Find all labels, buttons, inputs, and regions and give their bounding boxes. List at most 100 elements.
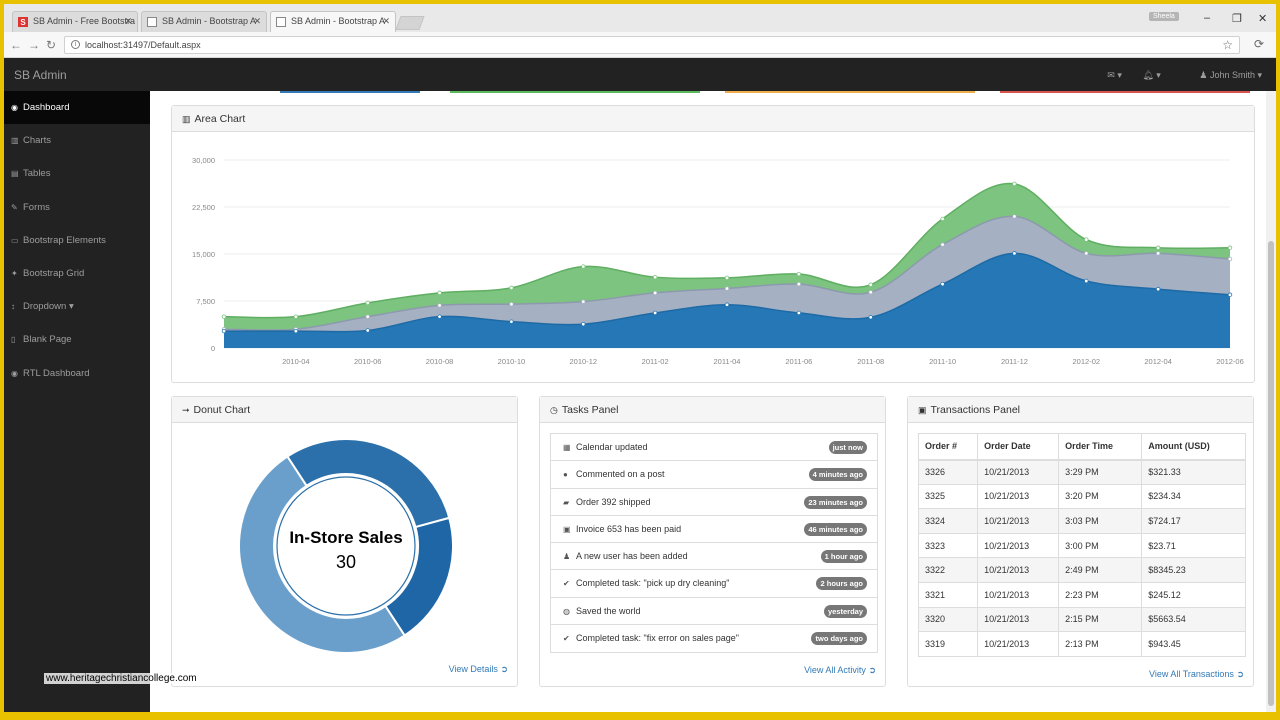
close-tab-icon[interactable]: ✕	[124, 16, 132, 26]
data-point[interactable]	[868, 290, 873, 295]
data-point[interactable]	[581, 299, 586, 304]
browser-tab[interactable]: SB Admin - Bootstrap A ✕	[141, 11, 267, 32]
bookmark-star-icon[interactable]: ☆	[1222, 38, 1233, 52]
data-point[interactable]	[365, 328, 370, 333]
table-row[interactable]: 3324 10/21/2013 3:03 PM $724.17	[917, 508, 1246, 534]
sidebar-item-tables[interactable]: ▤ Tables	[4, 157, 150, 190]
donut-slice-2[interactable]	[238, 455, 407, 654]
data-point[interactable]	[940, 242, 945, 247]
list-item[interactable]: ▰ Order 392 shipped 23 minutes ago	[551, 489, 877, 516]
column-header[interactable]: Amount (USD)	[1141, 433, 1246, 461]
data-point[interactable]	[581, 264, 586, 269]
table-row[interactable]: 3323 10/21/2013 3:00 PM $23.71	[917, 532, 1246, 559]
list-item[interactable]: ✔ Completed task: "fix error on sales pag…	[551, 625, 877, 652]
column-header[interactable]: Order #	[917, 433, 979, 461]
extension-icon[interactable]: ⟳	[1253, 37, 1264, 51]
sidebar-item-bootstrap-elements[interactable]: ▭ Bootstrap Elements	[4, 224, 150, 257]
data-point[interactable]	[1012, 251, 1017, 256]
new-tab-button[interactable]	[395, 16, 425, 30]
browser-tab[interactable]: S SB Admin - Free Bootstra ✕	[12, 11, 138, 32]
back-icon[interactable]: ←	[10, 38, 22, 52]
data-point[interactable]	[1227, 292, 1233, 297]
list-item[interactable]: ✔ Completed task: "pick up dry cleaning" 2…	[551, 570, 877, 598]
browser-tab-active[interactable]: SB Admin - Bootstrap A ✕	[270, 11, 396, 32]
sidebar-item-dashboard[interactable]: ◉ Dashboard	[4, 91, 150, 125]
data-point[interactable]	[1155, 286, 1161, 292]
data-point[interactable]	[365, 314, 370, 319]
data-point[interactable]	[437, 303, 442, 308]
data-point[interactable]	[796, 310, 802, 316]
list-item[interactable]: ▦ Calendar updated just now	[551, 434, 877, 462]
table-row[interactable]: 3325 10/21/2013 3:20 PM $234.34	[917, 483, 1246, 510]
data-point[interactable]	[724, 302, 730, 307]
messages-dropdown-icon[interactable]: ✉ ▾	[1107, 70, 1122, 80]
data-point[interactable]	[868, 315, 873, 320]
close-tab-icon[interactable]: ✕	[253, 16, 261, 26]
data-point[interactable]	[1084, 251, 1089, 256]
sidebar-item-bootstrap-grid[interactable]: ✦ Bootstrap Grid	[4, 257, 150, 290]
sidebar-item-charts[interactable]: ▥ Charts	[4, 124, 150, 157]
data-point[interactable]	[1155, 245, 1161, 250]
close-tab-icon[interactable]: ✕	[382, 16, 390, 26]
data-point[interactable]	[365, 300, 370, 306]
scrollbar-thumb[interactable]	[1268, 241, 1274, 706]
restore-icon[interactable]: ❐	[1232, 13, 1242, 25]
data-point[interactable]	[652, 274, 658, 280]
donut-slice-0[interactable]	[285, 438, 451, 529]
data-point[interactable]	[509, 319, 514, 324]
sidebar-item-rtl-dashboard[interactable]: ◉ RTL Dashboard	[4, 357, 150, 390]
data-point[interactable]	[293, 328, 299, 334]
browser-profile-chip[interactable]: Sheela	[1149, 12, 1179, 21]
sidebar-item-blank-page[interactable]: ▯ Blank Page	[4, 323, 150, 356]
close-window-icon[interactable]: ✕	[1258, 13, 1268, 25]
table-row[interactable]: 3320 10/21/2013 2:15 PM $5663.54	[917, 606, 1246, 633]
sidebar-item-forms[interactable]: ✎ Forms	[4, 191, 150, 224]
data-point[interactable]	[1084, 237, 1089, 242]
data-point[interactable]	[581, 321, 586, 327]
list-item[interactable]: ◍ Saved the world yesterday	[551, 598, 877, 626]
data-point[interactable]	[1155, 251, 1161, 256]
data-point[interactable]	[1012, 181, 1017, 187]
list-item[interactable]: ▣ Invoice 653 has been paid 46 minutes ago	[551, 516, 877, 544]
reload-icon[interactable]: ↻	[46, 38, 57, 52]
user-dropdown[interactable]: ♟ John Smith ▾	[1199, 70, 1262, 80]
table-row[interactable]: 3321 10/21/2013 2:23 PM $245.12	[917, 581, 1246, 608]
view-all-transactions-link[interactable]: View All Transactions ➲	[1149, 669, 1244, 680]
data-point[interactable]	[652, 290, 658, 296]
column-header[interactable]: Order Time	[1058, 433, 1143, 461]
data-point[interactable]	[221, 328, 227, 334]
list-item[interactable]: ● Commented on a post 4 minutes ago	[551, 461, 877, 489]
data-point[interactable]	[1084, 278, 1089, 284]
alerts-dropdown-icon[interactable]: 🔔︎ ▾	[1142, 70, 1161, 80]
data-point[interactable]	[437, 314, 442, 319]
table-row[interactable]: 3319 10/21/2013 2:13 PM $943.45	[917, 631, 1246, 657]
minimize-icon[interactable]: –	[1204, 12, 1211, 24]
info-icon[interactable]: i	[71, 40, 80, 49]
data-point[interactable]	[437, 290, 442, 296]
brand-link[interactable]: SB Admin	[14, 68, 67, 82]
page-scrollbar[interactable]	[1266, 91, 1276, 712]
list-item[interactable]: ♟ A new user has been added 1 hour ago	[551, 543, 877, 571]
data-point[interactable]	[940, 281, 945, 287]
data-point[interactable]	[940, 216, 945, 222]
url-input[interactable]: i localhost:31497/Default.aspx ☆	[64, 36, 1240, 54]
data-point[interactable]	[509, 301, 514, 307]
data-point[interactable]	[652, 310, 658, 316]
data-point[interactable]	[796, 281, 802, 287]
view-all-activity-link[interactable]: View All Activity ➲	[804, 665, 876, 676]
data-point[interactable]	[293, 314, 299, 319]
data-point[interactable]	[724, 286, 730, 291]
data-point[interactable]	[509, 285, 514, 291]
data-point[interactable]	[724, 275, 730, 281]
data-point[interactable]	[868, 282, 873, 287]
data-point[interactable]	[1227, 245, 1233, 250]
data-point[interactable]	[1012, 214, 1017, 219]
view-details-link[interactable]: View Details ➲	[449, 664, 508, 675]
sidebar-item-dropdown[interactable]: ↕ Dropdown ▾	[4, 290, 150, 323]
forward-icon[interactable]: →	[28, 38, 40, 52]
data-point[interactable]	[1227, 256, 1233, 262]
data-point[interactable]	[221, 314, 227, 319]
table-row[interactable]: 3326 10/21/2013 3:29 PM $321.33	[917, 459, 1246, 485]
data-point[interactable]	[796, 271, 802, 277]
table-row[interactable]: 3322 10/21/2013 2:49 PM $8345.23	[917, 557, 1246, 583]
